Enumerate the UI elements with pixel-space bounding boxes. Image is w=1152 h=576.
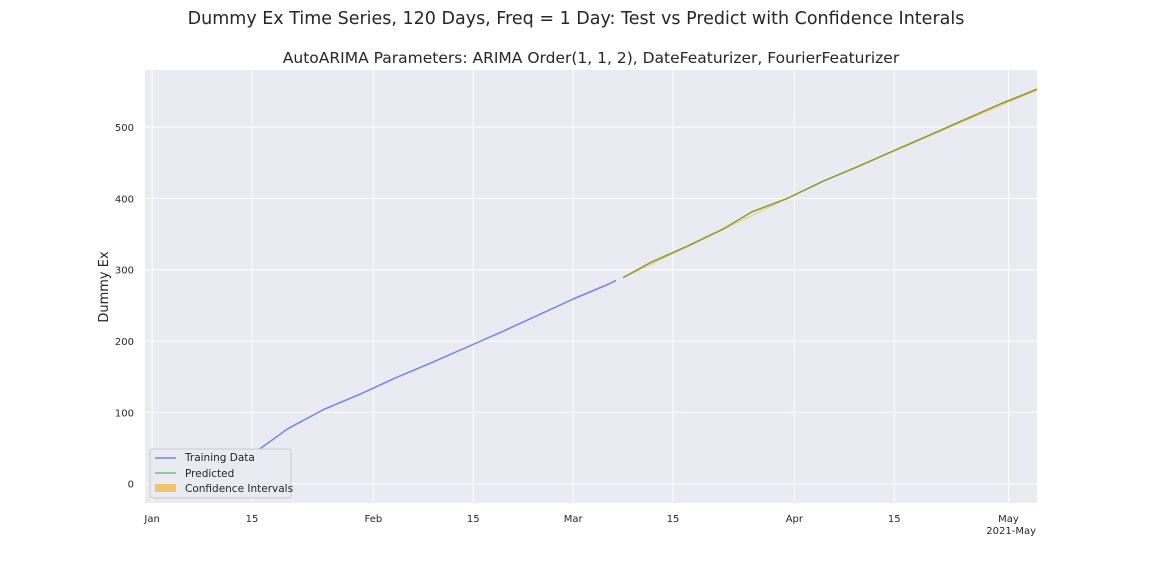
x-tick-label: 15 xyxy=(667,514,680,525)
legend-label-confidence: Confidence Intervals xyxy=(185,483,293,495)
x-offset-label: 2021-May xyxy=(986,526,1036,537)
y-tick-label: 200 xyxy=(115,337,134,348)
plot-area xyxy=(145,70,1037,503)
series-layer xyxy=(251,88,1038,456)
training-data-line xyxy=(251,279,617,456)
legend-label-predicted: Predicted xyxy=(185,468,234,480)
x-tick-labels: Jan 15 Feb 15 Mar 15 Apr 15 May xyxy=(143,514,1018,525)
y-axis-label: Dummy Ex xyxy=(97,251,112,323)
x-tick-label: 15 xyxy=(467,514,480,525)
x-tick-label: Mar xyxy=(564,514,584,525)
y-tick-label: 400 xyxy=(115,194,134,205)
plot-title: AutoARIMA Parameters: ARIMA Order(1, 1, … xyxy=(283,49,900,67)
y-tick-label: 0 xyxy=(128,480,134,491)
x-tick-label: 15 xyxy=(888,514,901,525)
predicted-line xyxy=(622,88,1038,279)
figure-suptitle: Dummy Ex Time Series, 120 Days, Freq = 1… xyxy=(187,9,965,29)
x-tick-label: May xyxy=(998,514,1019,525)
legend-frame xyxy=(149,448,292,499)
y-tick-labels: 0 100 200 300 400 500 xyxy=(115,123,134,491)
x-tick-label: Feb xyxy=(364,514,382,525)
y-tick-label: 300 xyxy=(115,266,134,277)
y-tick-label: 500 xyxy=(115,123,134,134)
confidence-band xyxy=(623,87,1037,279)
y-tick-label: 100 xyxy=(115,408,134,419)
gridlines xyxy=(145,70,1037,503)
x-tick-label: Apr xyxy=(786,514,804,525)
legend: Training Data Predicted Confidence Inter… xyxy=(149,448,293,499)
legend-label-training: Training Data xyxy=(184,452,255,464)
x-tick-label: Jan xyxy=(143,514,159,525)
confidence-band-layer xyxy=(623,87,1037,279)
x-tick-label: 15 xyxy=(246,514,259,525)
legend-swatch-confidence xyxy=(155,484,176,492)
